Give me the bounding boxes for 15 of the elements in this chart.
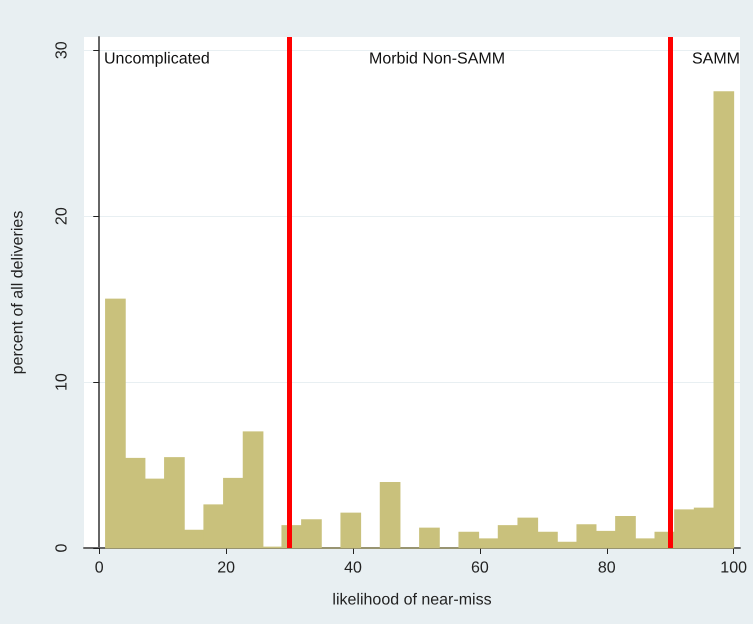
annotation: Morbid Non-SAMM	[369, 50, 506, 68]
y-tick-label: 20	[54, 207, 70, 226]
x-tick-label: 20	[217, 560, 236, 576]
y-tick-label: 10	[54, 373, 70, 391]
y-tick-label: 0	[54, 543, 70, 552]
y-axis-title: percent of all deliveries	[10, 210, 26, 374]
y-tick-label: 30	[54, 41, 70, 60]
x-axis-title: likelihood of near-miss	[332, 592, 492, 608]
x-tick-label: 100	[720, 560, 748, 576]
annotation: Uncomplicated	[104, 50, 210, 68]
annotation: SAMM	[692, 50, 740, 68]
x-tick-label: 40	[344, 560, 362, 576]
x-tick-label: 60	[470, 560, 489, 576]
x-tick-label: 80	[598, 560, 616, 576]
x-tick-label: 0	[94, 560, 104, 576]
